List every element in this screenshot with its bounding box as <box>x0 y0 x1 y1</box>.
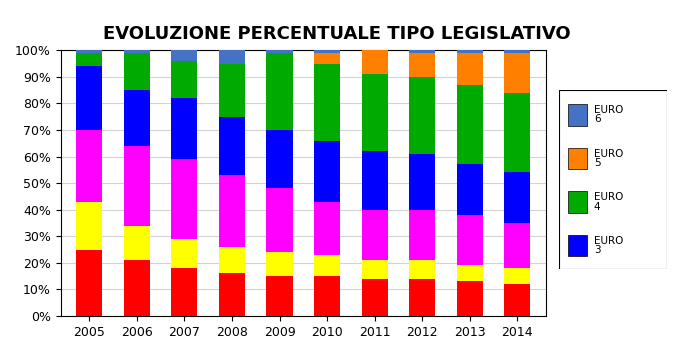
Bar <box>124 53 150 90</box>
Bar <box>266 50 293 53</box>
Bar <box>314 64 340 141</box>
Bar <box>219 175 245 247</box>
Bar <box>76 50 102 53</box>
Bar <box>219 64 245 117</box>
Bar <box>568 191 588 213</box>
Bar <box>314 276 340 316</box>
Bar <box>457 281 483 316</box>
Bar <box>314 53 340 64</box>
Bar <box>504 284 530 316</box>
Bar <box>457 53 483 85</box>
Bar <box>124 260 150 316</box>
Bar <box>457 50 483 53</box>
Text: EURO
4: EURO 4 <box>594 192 623 212</box>
Bar <box>409 154 435 210</box>
Bar <box>568 148 588 169</box>
Bar <box>76 66 102 130</box>
Bar <box>171 98 197 159</box>
Bar <box>361 279 388 316</box>
Bar <box>124 146 150 225</box>
Bar <box>266 252 293 276</box>
Bar <box>457 265 483 281</box>
Bar <box>504 50 530 53</box>
Text: EVOLUZIONE PERCENTUALE TIPO LEGISLATIVO: EVOLUZIONE PERCENTUALE TIPO LEGISLATIVO <box>103 25 571 43</box>
Bar <box>314 202 340 255</box>
Bar <box>76 202 102 250</box>
Bar <box>266 188 293 252</box>
Bar <box>171 50 197 61</box>
Bar <box>409 260 435 279</box>
Bar <box>504 268 530 284</box>
Bar <box>457 164 483 215</box>
Bar <box>219 50 245 64</box>
Bar <box>361 50 388 74</box>
Bar <box>409 50 435 53</box>
Bar <box>409 279 435 316</box>
Text: EURO
3: EURO 3 <box>594 236 623 255</box>
Bar <box>314 50 340 53</box>
Bar <box>171 239 197 268</box>
Bar <box>409 77 435 154</box>
Bar <box>568 104 588 126</box>
Bar <box>76 53 102 66</box>
Bar <box>361 210 388 260</box>
Bar <box>409 53 435 77</box>
Bar <box>568 235 588 256</box>
Bar <box>314 255 340 276</box>
Bar <box>361 151 388 210</box>
Bar <box>266 276 293 316</box>
Bar <box>504 172 530 223</box>
Bar <box>457 215 483 265</box>
Bar <box>219 247 245 274</box>
Bar <box>504 53 530 93</box>
Bar <box>219 117 245 175</box>
Bar <box>504 223 530 268</box>
Bar <box>76 250 102 316</box>
Bar <box>124 225 150 260</box>
Text: EURO
6: EURO 6 <box>594 105 623 125</box>
Bar <box>124 50 150 53</box>
Text: EURO
5: EURO 5 <box>594 149 623 168</box>
Bar <box>409 210 435 260</box>
Bar <box>171 268 197 316</box>
Bar <box>361 260 388 279</box>
Bar <box>266 130 293 188</box>
Bar <box>76 130 102 202</box>
Bar <box>171 159 197 239</box>
Bar <box>314 141 340 202</box>
Bar <box>171 61 197 98</box>
Bar <box>124 90 150 146</box>
Bar <box>266 53 293 130</box>
Bar <box>504 93 530 172</box>
Bar <box>361 74 388 151</box>
Bar <box>457 85 483 164</box>
Bar <box>219 274 245 316</box>
